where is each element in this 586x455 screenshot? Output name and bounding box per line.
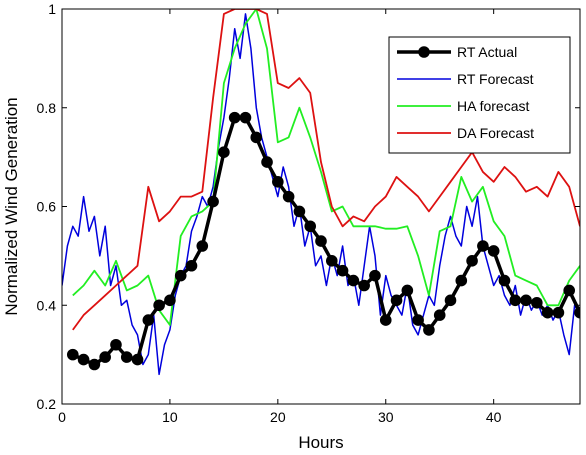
y-axis-title-group: Normalized Wind Generation <box>2 97 21 315</box>
y-tick-label: 0.8 <box>37 100 57 116</box>
series-point-rt-actual <box>390 294 403 307</box>
series-point-rt-actual <box>228 111 241 124</box>
series-point-rt-actual <box>379 314 392 326</box>
series-point-rt-actual <box>487 245 500 257</box>
series-point-rt-actual <box>88 358 101 371</box>
series-point-rt-actual <box>110 338 122 351</box>
series-point-rt-actual <box>325 255 338 267</box>
series-point-rt-actual <box>304 220 317 233</box>
series-point-rt-actual <box>455 274 468 287</box>
series-point-rt-actual <box>218 146 230 158</box>
series-point-rt-actual <box>423 324 435 336</box>
series-point-rt-actual <box>433 309 446 321</box>
legend-label-rt-forecast: RT Forecast <box>457 71 534 87</box>
legend-marker-rt-actual <box>418 46 430 58</box>
series-point-rt-actual <box>185 259 198 272</box>
series-point-rt-actual <box>153 299 165 312</box>
y-axis-title: Normalized Wind Generation <box>2 97 21 315</box>
x-axis-title: Hours <box>298 433 343 452</box>
series-point-rt-actual <box>369 269 381 282</box>
series-point-rt-actual <box>315 235 327 247</box>
series-point-rt-actual <box>174 269 187 282</box>
legend-label-ha-forecast: HA forecast <box>457 98 529 114</box>
series-point-rt-actual <box>477 240 489 252</box>
x-tick-label: 10 <box>162 409 178 425</box>
series-point-rt-actual <box>466 255 478 267</box>
series-point-rt-actual <box>66 348 79 361</box>
legend: RT Actual RT Forecast HA forecast DA Foreca… <box>388 36 571 154</box>
series-point-rt-actual <box>120 351 133 363</box>
series-point-rt-actual <box>541 306 554 319</box>
series-point-rt-actual <box>336 264 349 277</box>
y-tick-label: 0.6 <box>37 199 57 215</box>
series-point-rt-actual <box>142 314 155 326</box>
series-point-rt-actual <box>347 274 360 287</box>
series-point-rt-actual <box>412 314 424 326</box>
series-point-rt-actual <box>401 284 414 297</box>
series-point-rt-actual <box>531 296 543 309</box>
x-tick-label: 40 <box>486 409 502 425</box>
series-point-rt-actual <box>552 306 565 319</box>
y-tick-label: 0.2 <box>37 396 57 412</box>
series-point-rt-actual <box>498 274 511 287</box>
series-point-rt-actual <box>77 353 90 366</box>
series-point-rt-actual <box>196 240 209 252</box>
series-point-rt-actual <box>520 294 532 307</box>
series-point-rt-actual <box>131 353 144 366</box>
series-point-rt-actual <box>250 131 263 144</box>
series-point-rt-actual <box>164 294 176 307</box>
series-point-rt-actual <box>282 190 295 203</box>
series-point-rt-actual <box>239 111 252 124</box>
series-point-rt-actual <box>207 195 219 208</box>
series-layer <box>62 9 580 376</box>
y-tick-label: 1 <box>48 1 56 17</box>
series-point-rt-actual <box>563 284 576 297</box>
series-point-rt-actual <box>574 306 580 319</box>
legend-label-da-forecast: DA Forecast <box>457 125 534 141</box>
x-tick-label: 30 <box>378 409 394 425</box>
series-point-rt-actual <box>444 294 457 307</box>
x-tick-label: 20 <box>270 409 286 425</box>
axes-layer: 0 10 20 30 40 0.2 0.4 0.6 0.8 1 <box>37 1 581 425</box>
legend-label-rt-actual: RT Actual <box>457 44 517 60</box>
series-point-rt-actual <box>272 176 284 188</box>
series-point-rt-actual <box>358 279 370 292</box>
series-point-rt-actual <box>261 156 273 168</box>
x-tick-label: 0 <box>58 409 66 425</box>
series-line-da-forecast <box>72 9 580 331</box>
series-line-rt-forecast <box>62 13 580 376</box>
series-point-rt-actual <box>293 205 306 218</box>
series-point-rt-actual <box>99 351 111 363</box>
series-point-rt-actual <box>509 294 522 307</box>
y-tick-label: 0.4 <box>37 297 57 313</box>
